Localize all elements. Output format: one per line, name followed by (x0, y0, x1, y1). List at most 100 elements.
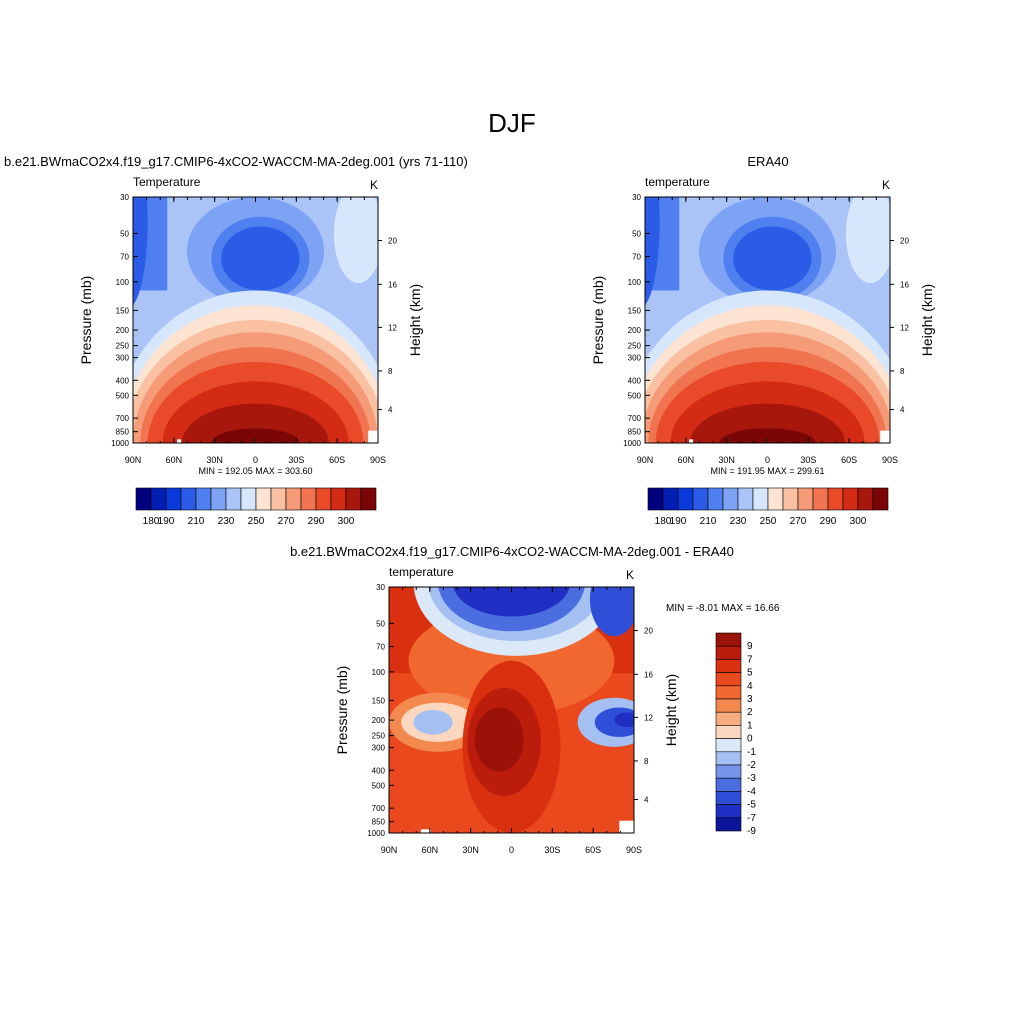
panel3-axes: 90N 60N 30N 0 30S 60S 90S 30 50 70 100 150 200 250 300… (367, 583, 653, 855)
colorbar-label: 180 (143, 516, 160, 527)
panel2-contours (645, 197, 890, 443)
x-tick-label: 60S (329, 455, 345, 465)
figure-title: DJF (488, 108, 536, 138)
y-tick-label: 200 (116, 326, 130, 335)
colorbar-label: 9 (747, 641, 753, 652)
colorbar-label: -4 (747, 786, 756, 797)
contour-band (733, 226, 812, 291)
right-tick-label: 20 (900, 237, 909, 246)
right-tick-label: 4 (644, 796, 649, 805)
y-tick-label: 500 (372, 781, 386, 790)
y-tick-label: 100 (628, 278, 642, 287)
y-tick-label: 50 (376, 619, 385, 628)
y-tick-label: 500 (116, 391, 130, 400)
terrain-mask (420, 829, 431, 833)
x-tick-label: 90N (381, 845, 398, 855)
right-tick-label: 16 (388, 280, 397, 289)
y-tick-label: 300 (116, 354, 130, 363)
colorbar-label: 270 (790, 516, 807, 527)
colorbar-label: -1 (747, 747, 756, 758)
panel2-stats: MIN = 191.95 MAX = 299.61 (710, 466, 825, 476)
colorbar-box (872, 487, 889, 511)
colorbar-box (715, 738, 742, 753)
panel3-title: b.e21.BWmaCO2x4.f19_g17.CMIP6-4xCO2-WACC… (290, 544, 734, 559)
panel2-left-label: temperature (645, 175, 710, 189)
colorbar-label: 290 (820, 516, 837, 527)
right-tick-label: 20 (388, 237, 397, 246)
colorbar-box (715, 645, 742, 660)
y-tick-label: 300 (628, 354, 642, 363)
y-tick-label: 400 (372, 766, 386, 775)
y-tick-label: 150 (628, 306, 642, 315)
x-tick-label: 30N (462, 845, 479, 855)
colorbar-label: 3 (747, 694, 753, 705)
colorbar-box (715, 804, 742, 819)
contour-band (333, 197, 378, 284)
x-tick-label: 60N (422, 845, 439, 855)
x-tick-label: 90N (637, 455, 654, 465)
colorbar-label: -3 (747, 773, 756, 784)
panel1-left-label: Temperature (133, 175, 201, 189)
right-tick-label: 4 (900, 406, 905, 415)
x-tick-label: 0 (509, 845, 514, 855)
colorbar-box (715, 672, 742, 687)
y-tick-label: 50 (120, 229, 129, 238)
panel2-unit-label: K (882, 178, 891, 192)
terrain-mask (368, 430, 378, 443)
right-tick-label: 20 (644, 627, 653, 636)
x-tick-label: 0 (253, 455, 258, 465)
terrain-mask (689, 439, 694, 443)
colorbar-box (715, 698, 742, 713)
colorbar-label: 210 (700, 516, 717, 527)
right-tick-label: 16 (644, 670, 653, 679)
colorbar-box (715, 751, 742, 766)
panel1-unit-label: K (370, 178, 379, 192)
colorbar-box (715, 725, 742, 739)
y-tick-label: 200 (628, 326, 642, 335)
x-tick-label: 90S (370, 455, 386, 465)
x-tick-label: 30S (800, 455, 816, 465)
contour-band (133, 197, 148, 305)
y-tick-label: 700 (116, 414, 130, 423)
colorbar-box (715, 817, 742, 832)
colorbar-box (715, 791, 742, 805)
x-tick-label: 90S (882, 455, 898, 465)
colorbar-label: 7 (747, 654, 753, 665)
right-tick-label: 8 (644, 757, 649, 766)
y-tick-label: 30 (376, 583, 385, 592)
y-tick-label: 300 (372, 744, 386, 753)
panel2-axes: 90N 60N 30N 0 30S 60S 90S 30 50 70 100 150 200 250 300… (623, 193, 909, 465)
colorbar-label: 5 (747, 668, 753, 679)
colorbar-label: 270 (278, 516, 295, 527)
colorbar-label: -9 (747, 826, 756, 837)
colorbar-label: 230 (730, 516, 747, 527)
contour-band (474, 707, 524, 772)
contour-band (690, 403, 845, 443)
right-tick-label: 12 (644, 713, 653, 722)
x-tick-label: 90N (125, 455, 142, 465)
y-tick-label: 200 (372, 716, 386, 725)
right-tick-label: 4 (388, 406, 393, 415)
colorbar-label: 0 (747, 734, 753, 745)
contour-band (645, 197, 660, 305)
panel3-left-label: temperature (389, 565, 454, 579)
contour-band (845, 197, 890, 284)
right-tick-label: 16 (900, 280, 909, 289)
y-tick-label: 1000 (623, 439, 641, 448)
y-tick-label: 100 (116, 278, 130, 287)
panel3-contours (389, 587, 634, 833)
y-tick-label: 1000 (111, 439, 129, 448)
terrain-mask (619, 820, 634, 833)
colorbar-label: 2 (747, 707, 753, 718)
y-tick-label: 30 (632, 193, 641, 202)
colorbar-label: -7 (747, 813, 756, 824)
right-tick-label: 8 (900, 367, 905, 376)
x-tick-label: 60S (841, 455, 857, 465)
y-tick-label: 700 (628, 414, 642, 423)
colorbar-label: 180 (655, 516, 672, 527)
x-tick-label: 60N (166, 455, 183, 465)
x-tick-label: 30S (288, 455, 304, 465)
